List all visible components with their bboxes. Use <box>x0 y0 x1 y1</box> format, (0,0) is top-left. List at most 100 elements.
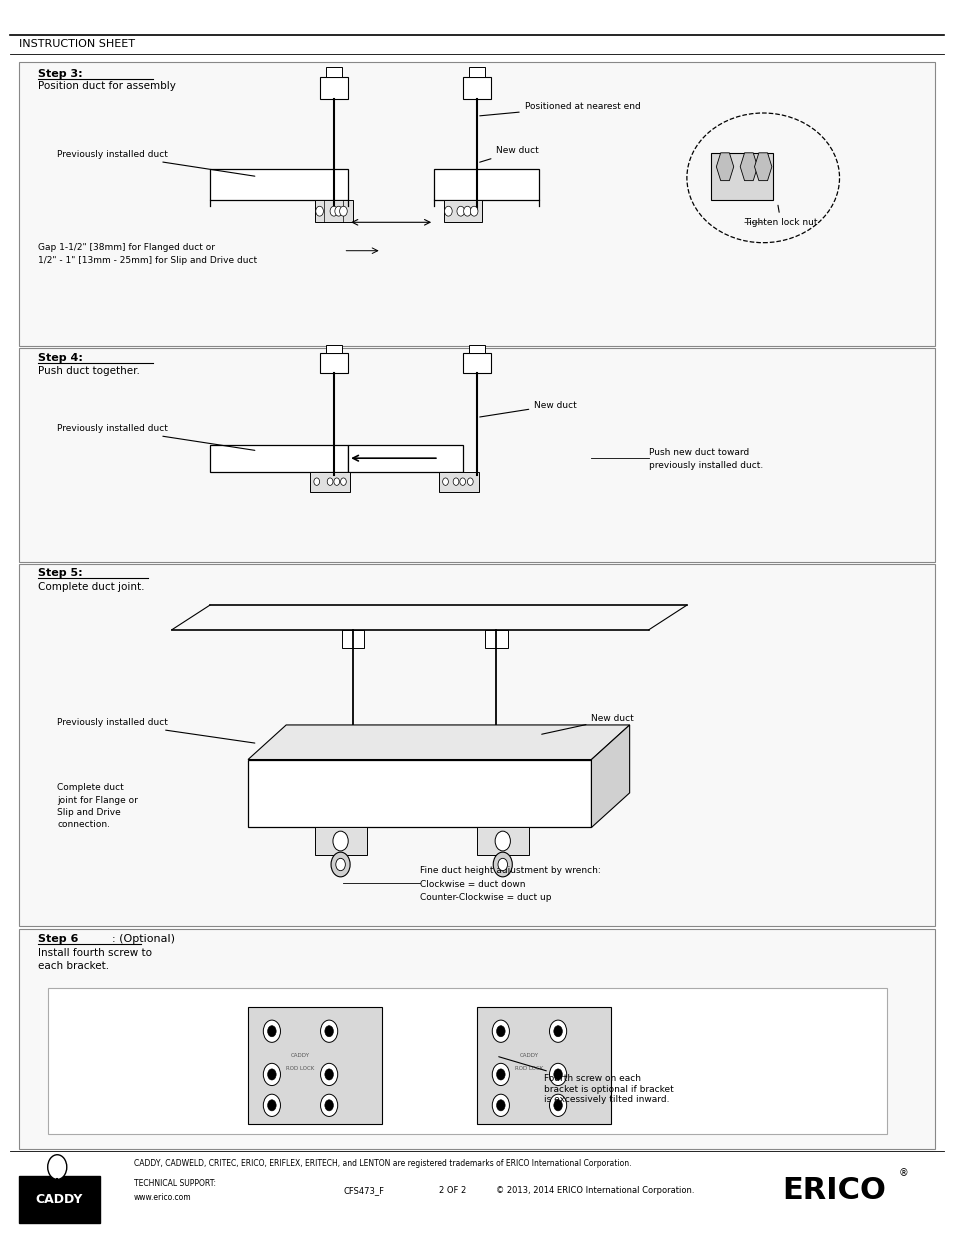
Polygon shape <box>591 725 629 827</box>
Text: CADDY, CADWELD, CRITEC, ERICO, ERIFLEX, ERITECH, and LENTON are registered trade: CADDY, CADWELD, CRITEC, ERICO, ERIFLEX, … <box>133 1158 630 1168</box>
Circle shape <box>496 1068 505 1079</box>
Text: Counter-Clockwise = duct up: Counter-Clockwise = duct up <box>419 893 551 903</box>
Bar <box>484 630 507 648</box>
Circle shape <box>334 478 339 485</box>
Circle shape <box>444 206 452 216</box>
Circle shape <box>459 478 465 485</box>
Circle shape <box>470 206 477 216</box>
Circle shape <box>339 206 347 216</box>
Text: Previously installed duct: Previously installed duct <box>57 718 254 743</box>
Bar <box>348 445 462 472</box>
Bar <box>326 67 341 77</box>
Text: © 2013, 2014 ERICO International Corporation.: © 2013, 2014 ERICO International Corpora… <box>496 1186 694 1195</box>
Text: Previously installed duct: Previously installed duct <box>57 149 254 177</box>
Circle shape <box>335 206 342 216</box>
Circle shape <box>496 1100 505 1112</box>
Bar <box>314 827 367 855</box>
Text: New duct: New duct <box>479 400 577 417</box>
Circle shape <box>320 1094 337 1116</box>
Bar <box>19 348 934 562</box>
Bar <box>434 169 538 200</box>
Text: Previously installed duct: Previously installed duct <box>57 424 254 451</box>
Circle shape <box>267 1068 276 1079</box>
Text: 2 OF 2: 2 OF 2 <box>438 1186 466 1195</box>
Text: Slip and Drive: Slip and Drive <box>57 808 121 818</box>
Circle shape <box>553 1068 561 1079</box>
Text: CADDY: CADDY <box>291 1053 310 1058</box>
Text: INSTRUCTION SHEET: INSTRUCTION SHEET <box>19 40 135 49</box>
Bar <box>326 345 341 353</box>
Bar <box>462 353 491 373</box>
Circle shape <box>497 858 507 871</box>
Text: Push new duct toward: Push new duct toward <box>648 447 748 457</box>
Circle shape <box>492 1063 509 1086</box>
Circle shape <box>456 206 464 216</box>
Bar <box>19 564 934 926</box>
Circle shape <box>324 1068 334 1079</box>
Bar <box>248 1007 381 1124</box>
Circle shape <box>492 1094 509 1116</box>
Text: New duct: New duct <box>479 146 538 162</box>
Text: Complete duct: Complete duct <box>57 783 124 793</box>
Text: ROD LOCK: ROD LOCK <box>286 1066 314 1071</box>
Circle shape <box>267 1100 276 1112</box>
Circle shape <box>320 1063 337 1086</box>
Polygon shape <box>248 725 629 760</box>
Circle shape <box>453 478 458 485</box>
Circle shape <box>314 478 319 485</box>
Text: Step 4:: Step 4: <box>38 353 83 363</box>
Text: Position duct for assembly: Position duct for assembly <box>38 82 176 91</box>
Bar <box>19 1176 100 1223</box>
Circle shape <box>320 1020 337 1042</box>
Bar <box>438 472 478 492</box>
Text: CADDY: CADDY <box>35 1193 83 1205</box>
Bar <box>462 77 491 99</box>
Bar <box>314 200 353 222</box>
Circle shape <box>331 852 350 877</box>
Polygon shape <box>740 153 757 180</box>
Text: Step 5:: Step 5: <box>38 568 83 578</box>
Circle shape <box>263 1020 280 1042</box>
Polygon shape <box>716 153 733 180</box>
Text: Gap 1-1/2" [38mm] for Flanged duct or: Gap 1-1/2" [38mm] for Flanged duct or <box>38 242 215 252</box>
Circle shape <box>463 206 471 216</box>
Bar <box>319 77 348 99</box>
Circle shape <box>330 206 337 216</box>
Text: 1/2" - 1" [13mm - 25mm] for Slip and Drive duct: 1/2" - 1" [13mm - 25mm] for Slip and Dri… <box>38 256 257 266</box>
Text: Step 6: Step 6 <box>38 934 78 944</box>
Circle shape <box>324 1025 334 1037</box>
Circle shape <box>493 852 512 877</box>
Text: CFS473_F: CFS473_F <box>343 1186 384 1195</box>
Text: Push duct together.: Push duct together. <box>38 366 140 375</box>
Bar <box>341 630 364 648</box>
Bar <box>476 1007 610 1124</box>
Text: ®: ® <box>898 1168 907 1178</box>
Circle shape <box>327 478 333 485</box>
Circle shape <box>335 858 345 871</box>
Text: ROD LOCK: ROD LOCK <box>515 1066 543 1071</box>
Text: each bracket.: each bracket. <box>38 961 110 971</box>
Bar <box>48 988 886 1134</box>
Circle shape <box>467 478 473 485</box>
Bar <box>210 169 348 200</box>
Circle shape <box>492 1020 509 1042</box>
Text: TECHNICAL SUPPORT:: TECHNICAL SUPPORT: <box>133 1178 215 1188</box>
Text: CADDY: CADDY <box>519 1053 538 1058</box>
Circle shape <box>263 1094 280 1116</box>
Bar <box>19 62 934 346</box>
Bar <box>248 760 591 827</box>
Bar <box>469 67 484 77</box>
Circle shape <box>340 478 346 485</box>
Text: Tighten lock nut: Tighten lock nut <box>743 205 817 227</box>
Bar <box>443 200 481 222</box>
Text: Clockwise = duct down: Clockwise = duct down <box>419 879 525 889</box>
Circle shape <box>553 1100 561 1112</box>
Circle shape <box>553 1025 561 1037</box>
Text: Fine duct height adjustment by wrench:: Fine duct height adjustment by wrench: <box>419 866 599 876</box>
Text: Complete duct joint.: Complete duct joint. <box>38 582 145 592</box>
Circle shape <box>496 1025 505 1037</box>
Polygon shape <box>754 153 771 180</box>
Text: : (Optional): : (Optional) <box>112 934 174 944</box>
Circle shape <box>267 1025 276 1037</box>
Text: Install fourth screw to: Install fourth screw to <box>38 948 152 958</box>
